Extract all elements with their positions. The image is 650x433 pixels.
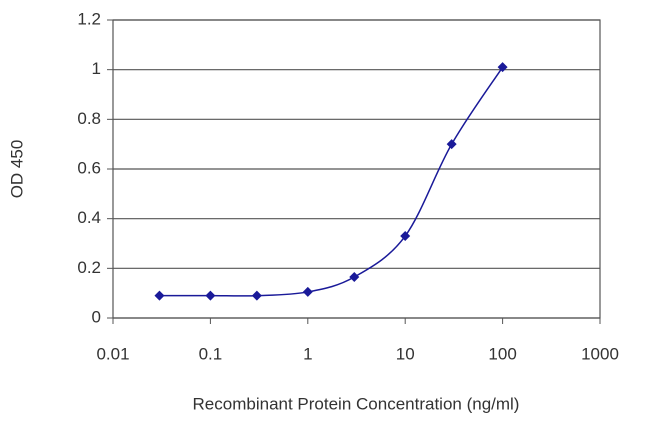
x-tick-label: 1 <box>303 344 312 363</box>
data-point <box>302 286 313 297</box>
x-axis-label: Recombinant Protein Concentration (ng/ml… <box>193 394 520 413</box>
data-line <box>159 66 504 297</box>
y-tick-label: 0.6 <box>77 158 101 177</box>
y-tick-label: 0.2 <box>77 258 101 277</box>
y-tick-label: 0 <box>92 307 101 326</box>
data-point <box>349 272 360 283</box>
x-tick-label: 0.1 <box>199 344 223 363</box>
y-tick-label: 0.8 <box>77 109 101 128</box>
data-point <box>497 62 508 73</box>
y-tick-label: 0.4 <box>77 208 101 227</box>
x-tick-label: 10 <box>396 344 415 363</box>
data-point <box>446 139 457 150</box>
y-axis-label: OD 450 <box>7 140 26 199</box>
y-tick-label: 1 <box>92 59 101 78</box>
x-tick-label: 1000 <box>581 344 619 363</box>
y-tick-label: 1.2 <box>77 9 101 28</box>
data-point <box>154 290 165 301</box>
x-tick-label: 100 <box>488 344 516 363</box>
x-tick-label: 0.01 <box>96 344 129 363</box>
plot-border <box>112 19 601 319</box>
data-point <box>251 290 262 301</box>
data-point <box>205 290 216 301</box>
data-point <box>400 231 411 242</box>
